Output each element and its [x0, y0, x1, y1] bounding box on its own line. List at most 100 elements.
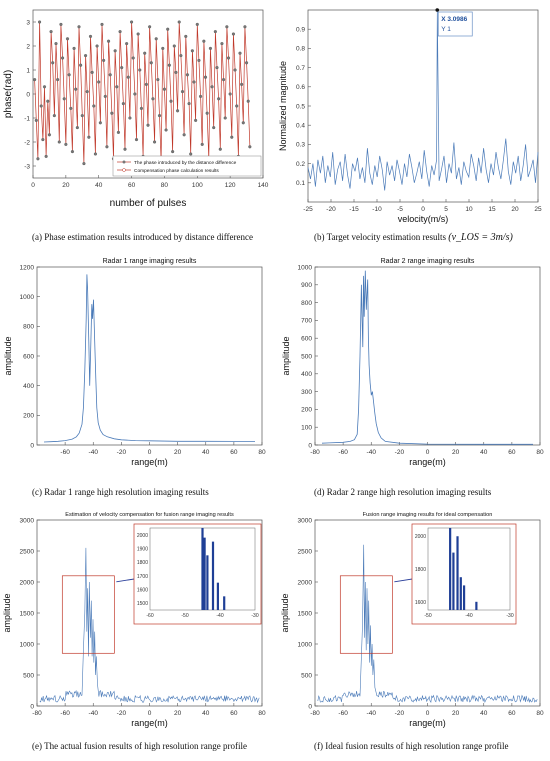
y-tick-label: 2500: [298, 548, 313, 555]
y-tick-label: 0.1: [296, 180, 305, 187]
y-tick-label: 400: [23, 383, 34, 390]
x-tick-label: -20: [395, 710, 405, 717]
x-axis-label: range(m): [409, 457, 446, 467]
legend-label-2: Compensation phase calculation results: [134, 168, 219, 174]
x-tick-label: 0: [148, 449, 152, 456]
legend-marker-2: [122, 168, 126, 172]
phase-data-point: [215, 66, 219, 70]
phase-data-point: [200, 142, 204, 146]
phase-data-point: [233, 68, 237, 72]
inset-y-tick-label: 1700: [137, 574, 148, 580]
phase-data-point: [107, 39, 111, 43]
x-tick-label: -60: [60, 710, 70, 717]
phase-data-point: [115, 85, 119, 89]
x-tick-label: 60: [230, 710, 238, 717]
y-tick-label: 100: [301, 425, 312, 432]
x-tick-label: -60: [338, 710, 348, 717]
phase-data-point: [85, 90, 89, 94]
y-tick-label: -1: [24, 115, 30, 122]
inset-x-tick-label: -30: [506, 613, 513, 619]
inset-x-tick-label: -40: [465, 613, 472, 619]
phase-data-point: [93, 152, 97, 156]
phase-data-point: [192, 80, 196, 84]
phase-data-point: [116, 130, 120, 134]
phase-data-point: [182, 133, 186, 137]
phase-data-point: [128, 116, 132, 120]
x-tick-label: -80: [32, 710, 42, 717]
zoom-region-box: [61, 575, 115, 654]
inset-plot-frame: [427, 527, 511, 611]
caption-c: (c) Radar 1 range high resolution imagin…: [32, 487, 209, 497]
caption-d: (d) Radar 2 range high resolution imagin…: [314, 487, 492, 497]
phase-data-point: [80, 114, 84, 118]
phase-data-point: [62, 97, 66, 101]
y-tick-label: 600: [23, 353, 34, 360]
phase-data-point: [189, 152, 193, 156]
phase-data-point: [185, 73, 189, 77]
chart-panel-f: -80 -60 -40 -20 0 20 40 60 80 0 500 1000 1500 2000 250…: [278, 508, 550, 733]
phase-data-point: [153, 140, 157, 144]
velocity-chart: -25 -20 -15 -10 -5 0 5 10 15 20 25 0.1 0.2 0.3 0.4 0.5 0…: [278, 8, 542, 224]
phase-data-point: [121, 102, 125, 106]
phase-data-point: [156, 78, 160, 82]
phase-data-point: [238, 51, 242, 55]
x-tick-label: 0: [426, 710, 430, 717]
phase-data-point: [166, 27, 170, 31]
y-tick-label: 1000: [298, 641, 313, 648]
y-axis-label: amplitude: [280, 593, 290, 632]
phase-data-point: [108, 73, 112, 77]
chart-panel-a: 0 20 40 60 80 100 120 140 -3 -2 -1 0 1 2 3 number of pu…: [0, 0, 275, 230]
phase-data-point: [113, 49, 117, 53]
phase-data-point: [82, 162, 86, 166]
phase-data-point: [92, 104, 96, 108]
fusion-profile-line: [317, 544, 538, 704]
phase-data-point: [59, 22, 63, 26]
chart-panel-e: -80 -60 -40 -20 0 20 40 60 80 0 500 1000 1500 2000 250…: [0, 508, 275, 733]
phase-data-point: [225, 25, 229, 29]
x-tick-label: -40: [89, 710, 99, 717]
y-tick-label: 600: [301, 336, 312, 343]
y-tick-label: 0.3: [296, 142, 305, 149]
y-tick-label: 0: [30, 442, 34, 449]
y-axis-label: Normalized magnitude: [278, 61, 288, 151]
y-tick-label: 2000: [20, 579, 35, 586]
range-profile-line: [321, 270, 533, 445]
caption-f: (f) Ideal fusion results of high resolut…: [314, 741, 509, 751]
x-tick-label: -40: [367, 710, 377, 717]
y-tick-label: 3: [26, 19, 30, 26]
x-tick-label: 40: [202, 710, 210, 717]
phase-data-point: [167, 63, 171, 67]
y-tick-label: 500: [301, 353, 312, 360]
chart-title: Radar 1 range imaging results: [103, 258, 197, 265]
phase-data-point: [190, 49, 194, 53]
phase-data-point: [228, 92, 232, 96]
phase-data-point: [33, 78, 37, 82]
phase-data-point: [231, 32, 235, 36]
y-tick-label: 700: [301, 318, 312, 325]
caption-e: (e) The actual fusion results of high re…: [32, 741, 248, 751]
chart-title: Estimation of velocity compensation for …: [65, 512, 234, 518]
phase-data-point: [123, 147, 127, 151]
phase-data-point: [212, 126, 216, 130]
y-tick-label: 0: [308, 442, 312, 449]
chart-panel-b: -25 -20 -15 -10 -5 0 5 10 15 20 25 0.1 0.2 0.3 0.4 0.5 0…: [278, 0, 550, 230]
phase-data-point: [222, 78, 226, 82]
phase-data-point: [136, 32, 140, 36]
phase-data-point: [56, 78, 60, 82]
phase-data-point: [194, 118, 198, 122]
x-tick-label: -20: [117, 710, 127, 717]
phase-data-point: [57, 140, 61, 144]
phase-data-point: [139, 106, 143, 110]
x-tick-label: 100: [192, 182, 203, 189]
plot-frame: [314, 266, 541, 446]
caption-b: (b) Target velocity estimation results (…: [314, 232, 513, 243]
phase-data-point: [133, 92, 137, 96]
x-tick-label: 80: [258, 449, 266, 456]
spectrum-line: [307, 9, 539, 191]
phase-data-point: [203, 75, 208, 79]
y-tick-label: 3000: [298, 517, 313, 524]
x-axis-label: range(m): [131, 718, 168, 728]
radar2-chart: -80 -60 -40 -20 0 20 40 60 800100200300400500600…: [281, 258, 544, 467]
phase-data-point: [41, 138, 45, 142]
inset-y-tick-label: 1600: [137, 588, 148, 594]
